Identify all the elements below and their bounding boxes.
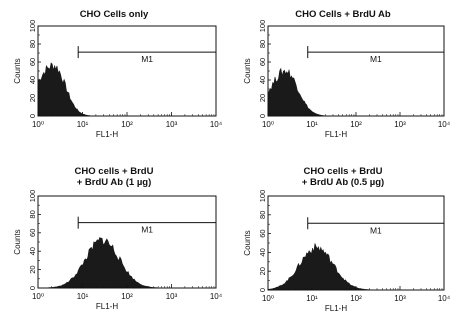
y-tick-label: 0: [28, 114, 37, 118]
gate-label: M1: [370, 54, 382, 64]
panel-title-line: CHO Cells only: [79, 9, 149, 20]
x-tick-label: 10⁰: [262, 120, 274, 129]
histogram-fill: [267, 243, 444, 291]
x-tick-label: 10²: [350, 294, 362, 303]
panel-title: CHO cells + BrdU + BrdU Ab (0.5 µg): [230, 166, 456, 188]
panel-title-line: CHO cells + BrdU: [303, 166, 383, 177]
y-tick-label: 40: [28, 76, 37, 84]
y-tick-label: 80: [258, 40, 267, 48]
y-tick-label: 0: [258, 288, 267, 292]
gate-label: M1: [141, 54, 153, 64]
panel-title: CHO cells + BrdU + BrdU Ab (1 µg): [0, 166, 228, 188]
y-tick-label: 0: [258, 114, 267, 118]
y-axis-label: Counts: [13, 229, 22, 254]
y-axis-label: Counts: [243, 230, 252, 255]
x-tick-label: 10³: [166, 292, 178, 301]
x-tick-label: 10²: [121, 120, 133, 129]
x-tick-label: 10⁰: [32, 120, 44, 129]
y-tick-label: 80: [28, 40, 37, 48]
y-tick-label: 40: [258, 76, 267, 84]
y-tick-label: 20: [258, 94, 267, 102]
y-tick-label: 80: [258, 211, 267, 219]
histogram-panel-cho-only: CHO Cells only 0 20 40 60 80 100 10⁰ 10¹ 10² 10³ 1…: [0, 0, 228, 160]
x-tick-label: 10³: [166, 120, 178, 129]
x-tick-label: 10⁴: [438, 294, 451, 303]
y-tick-label: 20: [258, 267, 267, 275]
gate-label: M1: [141, 225, 153, 235]
y-axis-label: Counts: [13, 58, 22, 83]
x-tick-label: 10⁴: [438, 120, 451, 129]
x-tick-label: 10¹: [306, 120, 318, 129]
panel-title-line: CHO Cells + BrdU Ab: [295, 9, 391, 20]
y-tick-label: 100: [28, 190, 37, 203]
y-tick-label: 40: [28, 247, 37, 255]
y-tick-label: 100: [258, 20, 267, 33]
y-tick-label: 100: [28, 20, 37, 33]
x-tick-label: 10¹: [77, 292, 89, 301]
x-axis-label: FL1-H: [96, 130, 118, 139]
histogram-panel-brdu-05ug: CHO cells + BrdU + BrdU Ab (0.5 µg) 0 20 4…: [230, 160, 456, 323]
x-tick-label: 10⁴: [210, 120, 223, 129]
histogram-plot: 0 20 40 60 80 100 10⁰ 10¹ 10² 10³ 10⁴ FL1-H Counts M1: [13, 190, 223, 311]
histogram-panel-brdu-1ug: CHO cells + BrdU + BrdU Ab (1 µg) 0 20 40 6…: [0, 160, 228, 323]
y-axis-label: Counts: [243, 58, 252, 83]
histogram-plot: 0 20 40 60 80 100 10⁰ 10¹ 10² 10³ 10⁴ FL1-H Counts M1: [13, 20, 223, 139]
histogram-fill: [267, 67, 444, 117]
panel-title-line: + BrdU Ab (0.5 µg): [301, 177, 385, 188]
histogram-plot: 0 20 40 60 80 100 10⁰ 10¹ 10² 10³ 10⁴ FL1-H Counts M1: [243, 190, 451, 313]
y-tick-label: 60: [28, 58, 37, 66]
y-tick-label: 0: [28, 286, 37, 290]
x-tick-label: 10⁰: [262, 294, 274, 303]
x-tick-label: 10³: [394, 120, 406, 129]
y-tick-label: 60: [258, 229, 267, 237]
histogram-panel-brdu-ab: CHO Cells + BrdU Ab 0 20 40 60 80 100 10⁰ 10¹ 10…: [230, 0, 456, 160]
panel-title-line: + BrdU Ab (1 µg): [76, 177, 152, 188]
x-tick-label: 10¹: [306, 294, 318, 303]
gate-label: M1: [370, 225, 382, 235]
y-tick-label: 80: [28, 210, 37, 218]
panel-title: CHO Cells + BrdU Ab: [230, 9, 456, 20]
histogram-plot: 0 20 40 60 80 100 10⁰ 10¹ 10² 10³ 10⁴ FL1-H Counts M1: [243, 20, 451, 139]
x-tick-label: 10²: [121, 292, 133, 301]
x-tick-label: 10³: [394, 294, 406, 303]
x-tick-label: 10⁰: [32, 292, 44, 301]
histogram-fill: [38, 237, 216, 289]
histogram-fill: [37, 62, 216, 117]
x-axis-label: FL1-H: [325, 304, 347, 313]
x-tick-label: 10⁴: [210, 292, 223, 301]
x-tick-label: 10²: [350, 120, 362, 129]
y-tick-label: 100: [258, 190, 267, 203]
x-axis-label: FL1-H: [325, 130, 347, 139]
panel-title: CHO Cells only: [0, 9, 228, 20]
y-tick-label: 60: [28, 229, 37, 237]
x-tick-label: 10¹: [77, 120, 89, 129]
x-axis-label: FL1-H: [96, 302, 118, 311]
panel-title-line: CHO cells + BrdU: [74, 166, 154, 177]
y-tick-label: 20: [28, 265, 37, 273]
y-tick-label: 40: [258, 248, 267, 256]
y-tick-label: 20: [28, 94, 37, 102]
y-tick-label: 60: [258, 58, 267, 66]
